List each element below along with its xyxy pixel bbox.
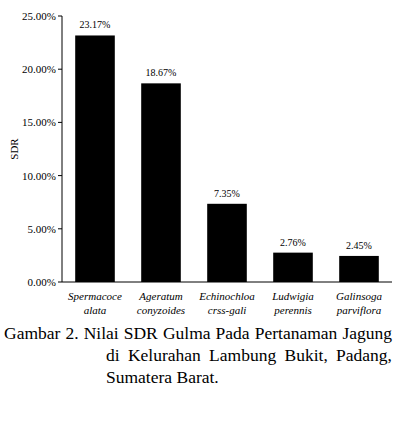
y-tick bbox=[58, 69, 62, 70]
bar bbox=[207, 204, 247, 282]
chart: 0.00% 5.00% 10.00% 15.00% 20.00% 25.00% SDR 23.… bbox=[0, 0, 398, 320]
y-tick-label: 20.00% bbox=[22, 63, 56, 75]
data-label: 2.45% bbox=[346, 240, 372, 251]
y-tick bbox=[58, 228, 62, 229]
category-label-line: alata bbox=[84, 304, 107, 316]
y-axis bbox=[62, 16, 63, 282]
y-tick-label: 10.00% bbox=[22, 170, 56, 182]
category-label-line: Galinsoga bbox=[336, 290, 382, 302]
category-label-line: crss-gali bbox=[208, 304, 247, 316]
category-label-line: conyzoides bbox=[137, 304, 185, 316]
category-label: Spermacoce alata bbox=[68, 290, 122, 316]
y-tick bbox=[58, 282, 62, 283]
data-label: 18.67% bbox=[146, 67, 177, 78]
bar bbox=[339, 256, 379, 282]
bars bbox=[75, 35, 379, 282]
y-tick bbox=[58, 122, 62, 123]
bar bbox=[273, 253, 313, 282]
category-label-line: Ludwigia bbox=[271, 290, 314, 302]
bar bbox=[141, 83, 181, 282]
data-label: 2.76% bbox=[280, 237, 306, 248]
category-label-line: Spermacoce bbox=[68, 290, 122, 302]
y-tick bbox=[58, 16, 62, 17]
y-tick-label: 25.00% bbox=[22, 10, 56, 22]
category-label: Echinochloa crss-gali bbox=[198, 290, 255, 316]
category-label-line: perennis bbox=[273, 304, 311, 316]
category-label-line: parviflora bbox=[336, 304, 382, 316]
category-label: Galinsoga parviflora bbox=[336, 290, 383, 316]
y-tick-label: 0.00% bbox=[28, 276, 56, 288]
y-tick-label: 5.00% bbox=[28, 223, 56, 235]
x-axis bbox=[62, 282, 392, 283]
y-tick-label: 15.00% bbox=[22, 116, 56, 128]
y-tick bbox=[58, 175, 62, 176]
category-label: Ludwigia perennis bbox=[271, 290, 314, 316]
category-label-line: Echinochloa bbox=[198, 290, 255, 302]
caption: Gambar 2. Nilai SDR Gulma Pada Pertanama… bbox=[4, 322, 392, 388]
data-label: 7.35% bbox=[214, 188, 240, 199]
y-axis-label: SDR bbox=[8, 138, 20, 160]
category-label: Ageratum conyzoides bbox=[137, 290, 185, 316]
data-label: 23.17% bbox=[80, 19, 111, 30]
bar bbox=[75, 35, 115, 282]
category-label-line: Ageratum bbox=[138, 290, 182, 302]
